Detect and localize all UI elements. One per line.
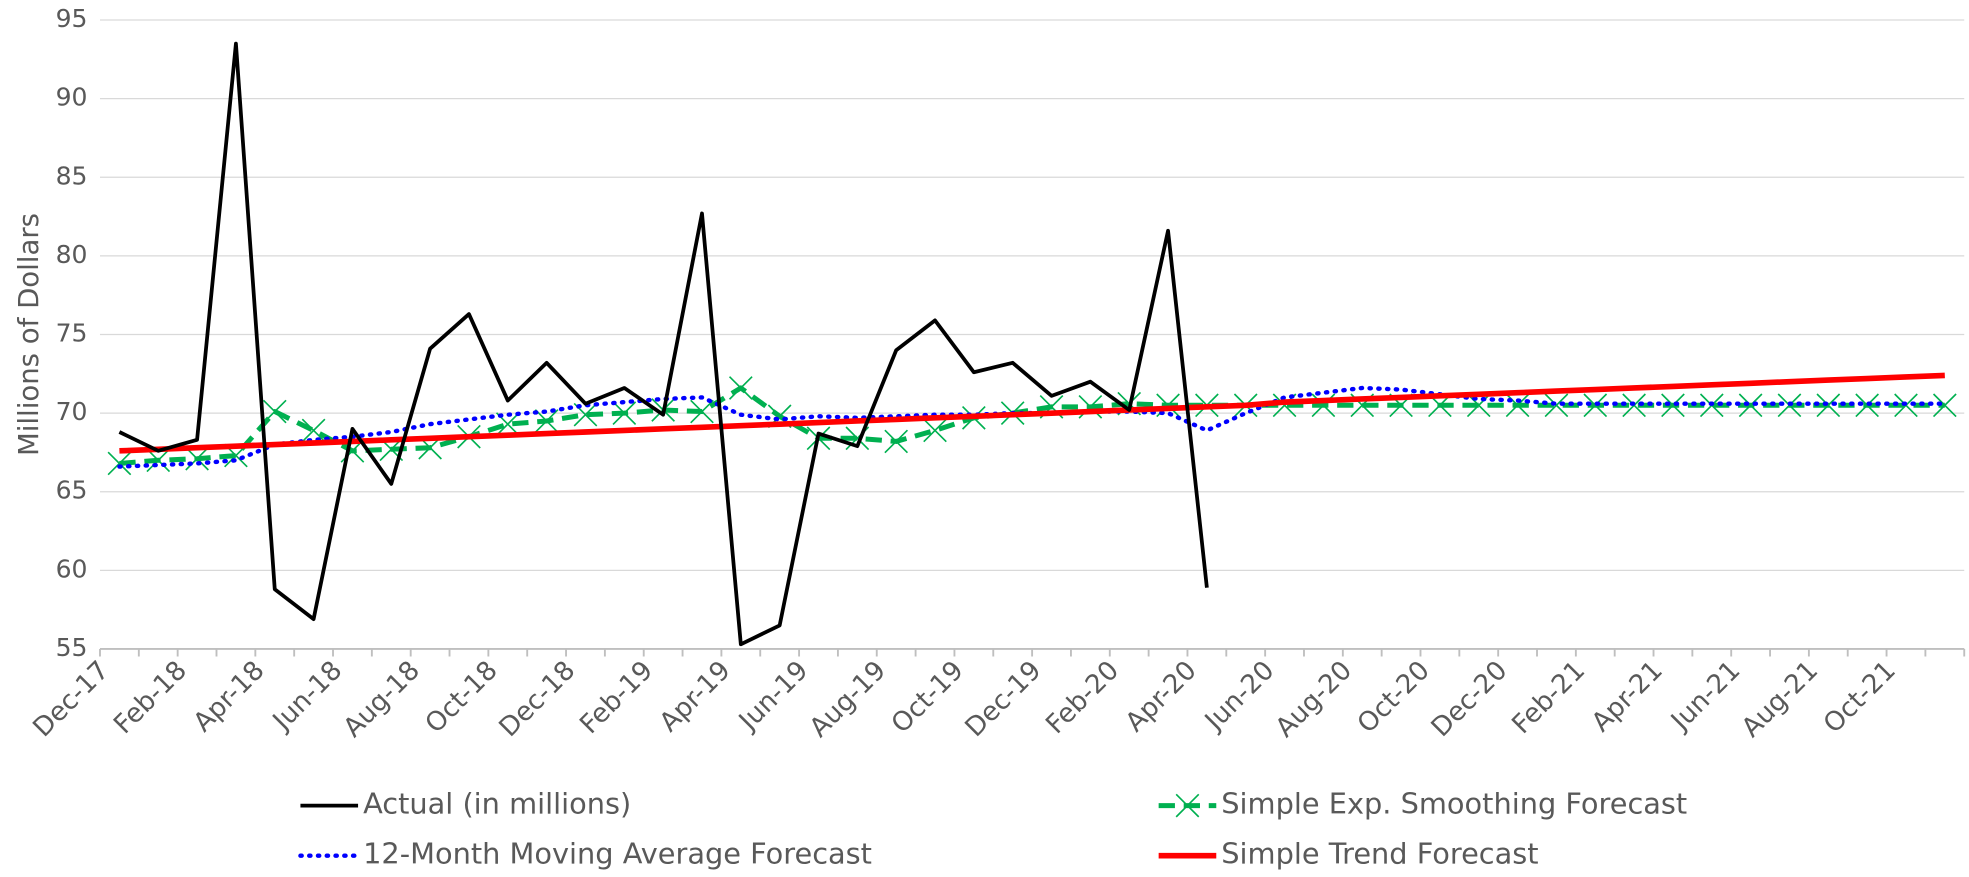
x-tick-label: Aug-18 xyxy=(338,656,426,744)
x-tick-label: Oct-20 xyxy=(1352,656,1436,740)
y-tick-label: 90 xyxy=(56,83,88,112)
marker xyxy=(1544,393,1569,418)
x-tick-label: Feb-19 xyxy=(574,656,659,741)
x-tick-label: Dec-20 xyxy=(1426,656,1514,744)
y-tick-label: 70 xyxy=(56,397,88,426)
marker xyxy=(185,446,209,471)
y-axis-title: Millions of Dollars xyxy=(13,213,45,456)
marker xyxy=(1661,393,1685,418)
marker xyxy=(1738,393,1763,418)
x-tick-label: Feb-18 xyxy=(108,656,193,741)
x-tick-label: Oct-19 xyxy=(886,656,970,740)
x-tick-label: Jun-20 xyxy=(1198,656,1280,738)
marker xyxy=(534,409,559,433)
x-tick-label: Jun-18 xyxy=(266,656,348,738)
x-tick-label: Aug-20 xyxy=(1270,656,1358,744)
marker xyxy=(690,399,714,424)
x-tick-label: Feb-20 xyxy=(1041,656,1126,741)
y-tick-label: 60 xyxy=(56,554,88,583)
x-tick-label: Dec-19 xyxy=(960,656,1048,744)
x-tick-label: Apr-19 xyxy=(654,656,737,739)
series-line xyxy=(119,372,1945,454)
marker xyxy=(146,448,171,473)
marker xyxy=(262,399,287,424)
y-tick-label: 55 xyxy=(56,633,88,662)
marker xyxy=(923,418,947,443)
legend-label: Simple Exp. Smoothing Forecast xyxy=(1221,787,1687,821)
legend-label: Actual (in millions) xyxy=(363,787,631,821)
marker xyxy=(1583,393,1608,418)
marker xyxy=(884,429,909,454)
marker xyxy=(1466,393,1491,418)
y-tick-label: 65 xyxy=(56,476,88,505)
marker xyxy=(1855,393,1879,418)
marker xyxy=(1932,393,1957,418)
marker xyxy=(728,376,753,400)
y-tick-label: 85 xyxy=(56,161,88,190)
marker xyxy=(1505,393,1530,418)
x-tick-label: Jun-21 xyxy=(1664,656,1746,738)
y-tick-label: 80 xyxy=(56,240,88,269)
x-tick-label: Oct-21 xyxy=(1818,656,1902,740)
x-tick-label: Apr-21 xyxy=(1586,656,1669,739)
x-tick-label: Feb-21 xyxy=(1507,656,1592,741)
x-tick-label: Oct-18 xyxy=(420,656,504,740)
x-tick-label: Dec-17 xyxy=(28,656,116,744)
y-tick-label: 95 xyxy=(56,4,88,33)
marker xyxy=(612,401,637,425)
x-tick-label: Dec-18 xyxy=(494,656,582,744)
y-tick-label: 75 xyxy=(56,319,88,348)
legend-marker xyxy=(1175,793,1200,818)
x-tick-label: Aug-21 xyxy=(1736,656,1824,744)
marker xyxy=(107,451,132,476)
marker xyxy=(301,418,326,443)
x-tick-label: Jun-19 xyxy=(732,656,814,738)
x-tick-label: Apr-20 xyxy=(1120,656,1203,739)
series-line xyxy=(118,41,1209,647)
legend-label: Simple Trend Forecast xyxy=(1221,837,1538,871)
x-tick-label: Aug-19 xyxy=(804,656,892,744)
legend-label: 12-Month Moving Average Forecast xyxy=(363,837,872,871)
series-line xyxy=(117,385,1948,469)
x-tick-label: Apr-18 xyxy=(188,656,271,739)
marker xyxy=(1816,393,1841,418)
